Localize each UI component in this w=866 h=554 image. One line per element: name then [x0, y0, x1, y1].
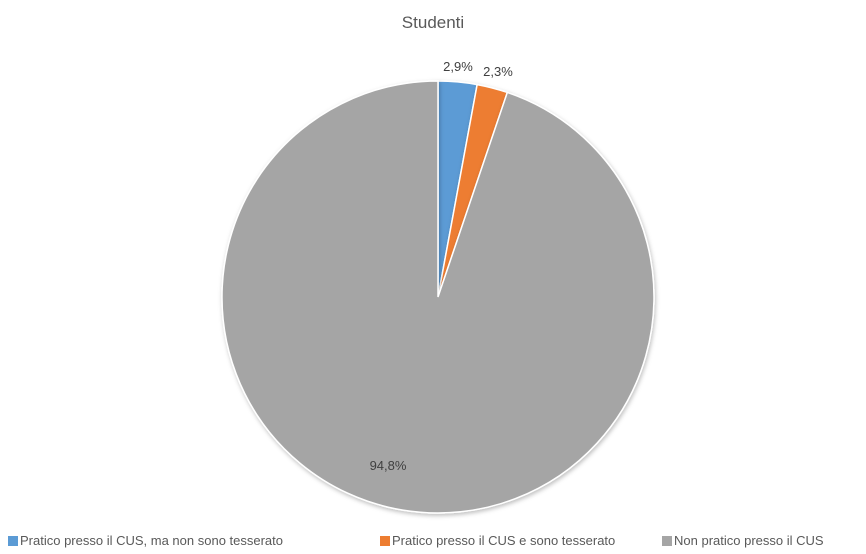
legend-swatch-2 — [662, 536, 672, 546]
legend-item-1: Pratico presso il CUS e sono tesserato — [380, 533, 615, 548]
legend-label-0: Pratico presso il CUS, ma non sono tesse… — [20, 533, 284, 548]
legend-swatch-0 — [8, 536, 18, 546]
data-label-0: 2,9% — [443, 59, 473, 74]
legend-item-2: Non pratico presso il CUS — [662, 533, 824, 548]
legend-swatch-1 — [380, 536, 390, 546]
chart-legend: Pratico presso il CUS, ma non sono tesse… — [0, 533, 866, 551]
legend-item-0: Pratico presso il CUS, ma non sono tesse… — [8, 533, 283, 548]
chart-title: Studenti — [401, 13, 465, 32]
legend-label-1: Pratico presso il CUS e sono tesserato — [392, 533, 616, 548]
legend-label-2: Non pratico presso il CUS — [674, 533, 824, 548]
pie-slice-2 — [221, 80, 655, 514]
data-label-2: 94,8% — [370, 458, 407, 473]
data-label-1: 2,3% — [483, 64, 513, 79]
